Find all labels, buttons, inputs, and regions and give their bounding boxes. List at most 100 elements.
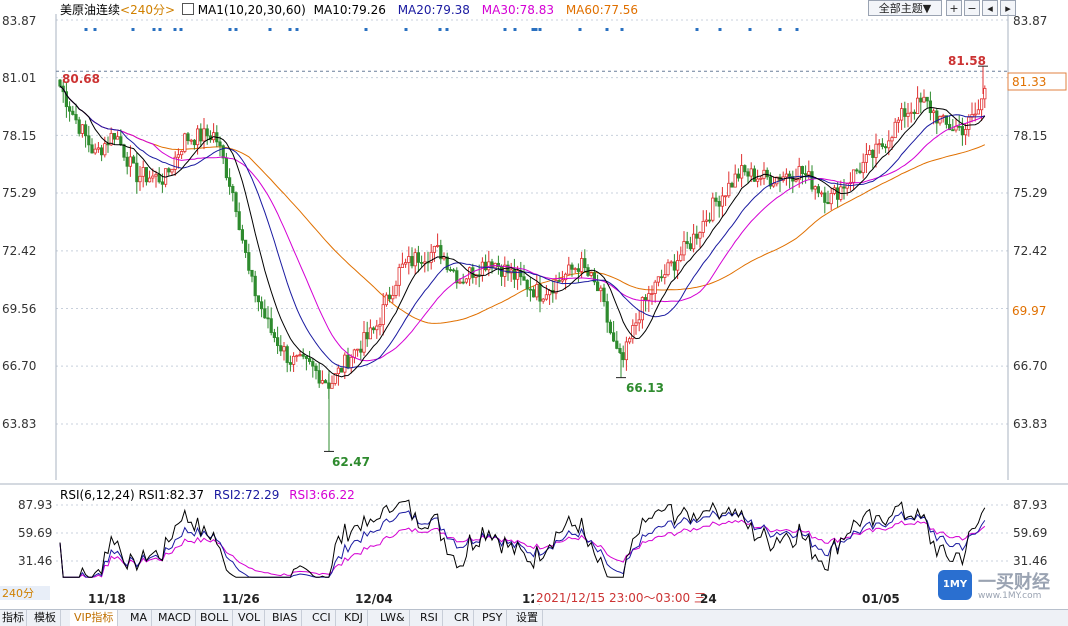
zoom-in-icon[interactable]: +: [946, 0, 962, 16]
tab-psy[interactable]: PSY: [478, 610, 508, 626]
candle: [541, 297, 545, 304]
candle: [727, 171, 731, 198]
tab-boll[interactable]: BOLL: [196, 610, 234, 626]
candle-body: [842, 186, 846, 189]
candle-body: [698, 232, 702, 239]
candle-body: [976, 109, 981, 115]
candle-body: [224, 157, 228, 179]
candle: [266, 306, 270, 329]
y-tick-left-3: 75.29: [2, 186, 36, 200]
candle: [535, 274, 539, 301]
candle-body: [176, 154, 180, 158]
candle-body: [973, 113, 977, 116]
scroll-left-icon[interactable]: ◂: [982, 0, 998, 16]
tab-indicators[interactable]: 指标: [0, 610, 27, 626]
candle-body: [371, 327, 376, 331]
candle-body: [160, 181, 164, 185]
signal-marker: [234, 28, 238, 31]
candle: [791, 170, 795, 193]
candle-body: [960, 126, 965, 136]
candle-body: [202, 128, 206, 142]
candle: [528, 277, 533, 302]
candle-body: [669, 261, 673, 264]
zoom-out-icon[interactable]: −: [964, 0, 980, 16]
candle: [733, 164, 737, 188]
candle: [413, 248, 417, 275]
tab-vol[interactable]: VOL: [234, 610, 266, 626]
crosshair-time-text: 2021/12/15 23:00～03:00 三: [536, 591, 706, 605]
signal-marker: [295, 28, 299, 31]
candle-body: [122, 144, 126, 158]
candle-body: [948, 124, 952, 131]
y-tick-left-5: 69.56: [2, 302, 36, 316]
tab-templates[interactable]: 模板: [30, 610, 61, 626]
main-chart[interactable]: 83.87 81.01 78.15 75.29 72.42 69.56 66.7…: [0, 0, 1068, 490]
tab-lw[interactable]: LW&: [376, 610, 410, 626]
candle-body: [720, 195, 725, 207]
candle-body: [797, 166, 801, 181]
tab-rsi[interactable]: RSI: [416, 610, 443, 626]
candle: [84, 120, 88, 148]
candle-body: [333, 373, 337, 384]
candle: [189, 138, 193, 145]
tab-cci[interactable]: CCI: [308, 610, 336, 626]
tab-ma[interactable]: MA: [126, 610, 153, 626]
candle-body: [413, 252, 417, 267]
tab-settings[interactable]: 设置: [512, 610, 543, 626]
candle: [919, 92, 923, 114]
candle: [656, 276, 661, 287]
candle: [419, 255, 424, 267]
period-value: 240分: [130, 3, 165, 17]
candle-body: [240, 229, 244, 241]
candle-body: [608, 321, 613, 334]
candle-body: [100, 147, 104, 156]
candle-body: [125, 156, 129, 167]
y-tick-left-7: 63.83: [2, 417, 36, 431]
tab-vip-indicators[interactable]: VIP指标: [70, 610, 119, 626]
rsi-tick-left-1: 59.69: [18, 526, 52, 540]
candle: [813, 185, 817, 200]
candle: [845, 182, 849, 196]
candle-body: [672, 261, 677, 271]
candle: [765, 167, 769, 180]
candle: [368, 319, 373, 340]
y-tick-right-6: 66.70: [1013, 359, 1047, 373]
rsi-tick-right-0: 87.93: [1013, 498, 1047, 512]
period-label[interactable]: <240分>: [120, 3, 176, 17]
candle-body: [378, 324, 382, 327]
candle-body: [925, 96, 929, 102]
tab-cr[interactable]: CR: [450, 610, 475, 626]
tab-kdj[interactable]: KDJ: [340, 610, 368, 626]
candle: [74, 103, 78, 125]
candle: [922, 89, 926, 103]
theme-select-button[interactable]: 全部主题▼: [868, 0, 942, 16]
candle: [637, 310, 641, 332]
tab-bias[interactable]: BIAS: [268, 610, 303, 626]
candle: [311, 358, 315, 378]
x-label-5: 01/05: [862, 592, 900, 606]
candle: [650, 285, 654, 305]
candle-body: [932, 110, 936, 114]
candle-body: [451, 269, 456, 272]
candle-body: [804, 173, 808, 176]
candle: [663, 264, 667, 285]
ma-settings-icon[interactable]: [181, 3, 194, 15]
candle: [906, 103, 910, 128]
rsi-chart[interactable]: 87.93 59.69 31.46 87.93 59.69 31.46 240分…: [0, 490, 1068, 610]
candle: [365, 321, 369, 347]
candle: [231, 183, 235, 202]
candle: [564, 272, 568, 290]
candle: [877, 139, 881, 154]
candle-body: [535, 284, 539, 298]
tab-macd[interactable]: MACD: [154, 610, 196, 626]
x-label-1: 11/26: [222, 592, 260, 606]
candle-body: [724, 195, 728, 198]
candle: [509, 262, 513, 282]
candle-body: [592, 272, 597, 283]
candle-body: [301, 354, 305, 357]
candle-body: [612, 332, 616, 342]
candle: [810, 165, 814, 192]
candle-body: [733, 173, 737, 188]
candle-body: [820, 192, 824, 195]
candle: [192, 138, 196, 150]
